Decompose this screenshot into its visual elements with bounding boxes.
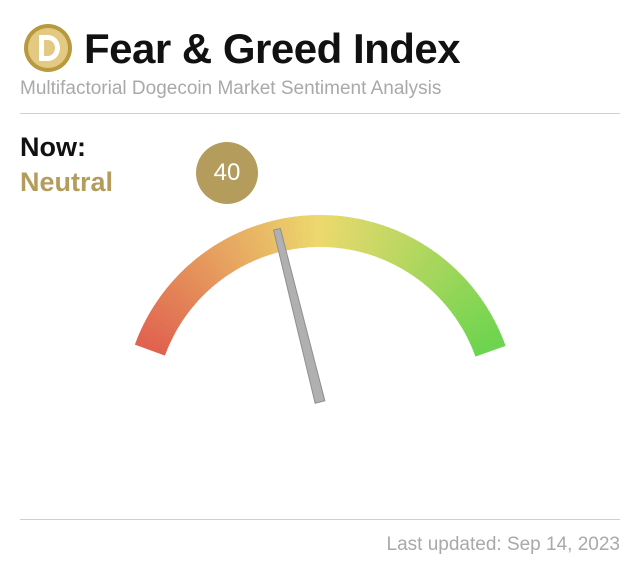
gauge-arc-segment <box>342 216 354 250</box>
gauge-arc-segment <box>337 216 349 249</box>
gauge-arc-segment <box>454 297 485 321</box>
sentiment-classification: Neutral <box>20 167 114 197</box>
divider-top <box>20 113 620 114</box>
gauge-arc-segment <box>213 242 236 274</box>
gauge-arc-segment <box>427 262 453 291</box>
gauge-arc-segment <box>241 228 260 261</box>
gauge-arc-segment <box>346 217 359 251</box>
gauge-arc-segment <box>262 221 277 255</box>
gauge-arc-segment <box>430 265 457 294</box>
gauge-arc-segment <box>364 222 380 255</box>
gauge-arc-segment <box>153 300 184 324</box>
gauge-arc-segment <box>409 246 432 277</box>
gauge-arc-segment <box>440 276 468 303</box>
gauge-arc-segment <box>196 254 221 284</box>
gauge-arc-segment <box>405 243 428 274</box>
gauge-arc-segment <box>463 315 495 337</box>
gauge-arc-segment <box>156 296 187 320</box>
gauge-arc-segment <box>256 223 273 256</box>
gauge-arc-segment <box>232 232 252 265</box>
gauge-arc-segment <box>173 275 201 303</box>
gauge-arc-segment <box>401 240 423 272</box>
gauge-arc-segment <box>166 283 195 309</box>
gauge-arc-segment <box>309 215 317 248</box>
gauge-arc-segment <box>465 320 498 341</box>
gauge-arc-segment <box>169 279 198 306</box>
gauge-arc-segment <box>471 334 504 353</box>
gauge-arc-segment <box>143 318 175 340</box>
now-label: Now: <box>20 132 86 162</box>
gauge-arc-segment <box>381 229 400 261</box>
gauge-arc-segment <box>218 239 240 271</box>
gauge-arc-segment <box>134 338 167 356</box>
gauge-arc-segment <box>333 215 343 249</box>
gauge-arc-segment <box>209 245 232 276</box>
gauge-arc-segment <box>451 293 482 317</box>
gauge-arc-segment <box>397 238 419 270</box>
gauge-arc-segment <box>246 226 265 259</box>
gauge-arc-segment <box>368 223 385 257</box>
gauge-arc-segment <box>222 237 244 269</box>
gauge-arc-segment <box>355 219 369 253</box>
page-title: Fear & Greed Index <box>84 25 461 72</box>
gauge-arc-segment <box>385 231 405 263</box>
gauge-arc-segment <box>138 328 171 348</box>
gauge-arc-segment <box>456 301 487 325</box>
gauge-arc-segment <box>176 271 204 299</box>
gauge-arc-segment <box>473 339 506 357</box>
gauge-arc-segment <box>282 217 295 250</box>
gauge-arc-segment <box>377 227 395 260</box>
gauge-arc-segment <box>469 329 502 349</box>
gauge-arc-segment <box>468 324 500 345</box>
dogecoin-logo-icon <box>24 24 72 72</box>
gauge-arc-segment <box>200 251 225 281</box>
gauge-arc-segment <box>192 257 218 287</box>
gauge-arc-segment <box>314 215 322 248</box>
gauge-arc-segment <box>412 249 437 279</box>
gauge-arc-segment <box>150 305 182 328</box>
gauge-arc-segment <box>372 225 390 258</box>
gauge-arc-segment <box>351 218 364 252</box>
gauge-arc-segment <box>227 235 248 267</box>
fear-greed-gauge <box>134 215 506 404</box>
gauge-arc-segment <box>277 218 290 251</box>
gauge-arc-segment <box>416 252 441 282</box>
gauge-arc-segment <box>184 264 211 293</box>
gauge-arc-segment <box>389 233 409 265</box>
page-subtitle: Multifactorial Dogecoin Market Sentiment… <box>20 78 442 99</box>
gauge-arc-segment <box>140 323 173 344</box>
gauge-arc-segment <box>436 272 465 300</box>
gauge-arc-segment <box>393 235 414 267</box>
gauge-arc-segment <box>359 220 375 254</box>
gauge-arc-segment <box>443 280 472 307</box>
gauge-arc-segment <box>148 309 179 332</box>
gauge-arc-segment <box>162 287 192 313</box>
gauge-arc-segment <box>445 284 475 310</box>
gauge-arc-segment <box>251 224 269 258</box>
gauge-arc-segment <box>188 261 214 290</box>
divider-bottom <box>20 519 620 520</box>
gauge-needle <box>272 227 326 404</box>
gauge-arc-segment <box>159 292 190 317</box>
gauge-arc-segment <box>237 230 256 263</box>
gauge-arc-segment <box>448 288 478 314</box>
gauge-arc-segment <box>204 248 229 279</box>
gauge-arc <box>134 215 506 357</box>
gauge-arc-segment <box>433 269 461 297</box>
last-updated: Last updated: Sep 14, 2023 <box>386 534 620 555</box>
gauge-arc-segment <box>459 306 490 329</box>
gauge-arc-segment <box>423 258 449 288</box>
gauge-arc-segment <box>180 268 208 296</box>
gauge-arc-segment <box>288 216 299 250</box>
gauge-arc-segment <box>136 333 169 352</box>
gauge-arc-segment <box>420 255 445 285</box>
gauge-arc-segment <box>145 314 177 336</box>
gauge-arc-segment <box>461 310 493 333</box>
index-value-badge: 40 <box>196 142 258 204</box>
